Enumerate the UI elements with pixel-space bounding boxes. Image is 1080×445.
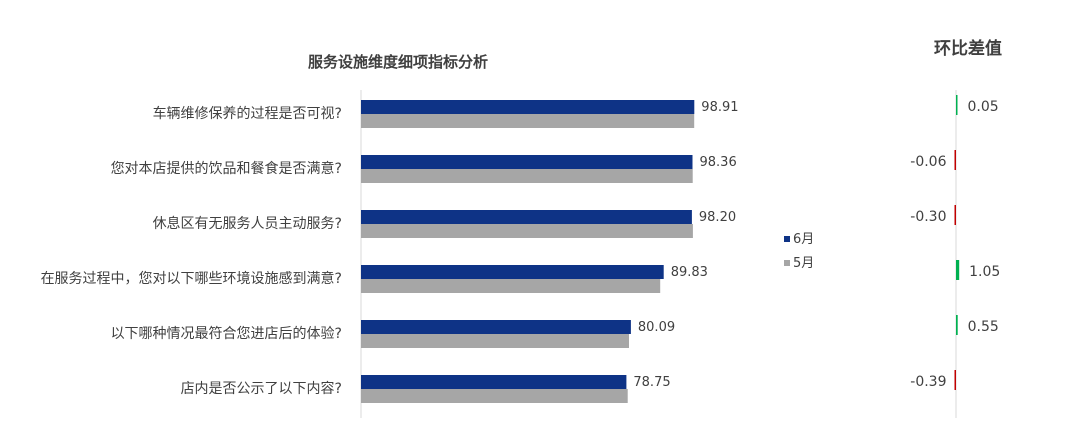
category-labels: 车辆维修保养的过程是否可视? 您对本店提供的饮品和餐食是否满意? 休息区有无服务人员…	[41, 105, 342, 397]
value-label: 98.36	[700, 155, 737, 170]
diff-bar	[954, 370, 956, 390]
diff-label: 0.55	[968, 319, 999, 335]
bar-may	[361, 224, 693, 238]
category-label: 车辆维修保养的过程是否可视?	[153, 105, 342, 122]
category-label: 在服务过程中，您对以下哪些环境设施感到满意?	[41, 270, 342, 287]
value-labels: 98.91 98.36 98.20 89.83 80.09 78.75	[633, 100, 738, 390]
value-label: 98.20	[699, 210, 736, 225]
category-label: 您对本店提供的饮品和餐食是否满意?	[111, 160, 342, 177]
legend-label-may: 5月	[793, 256, 814, 271]
chart-title: 服务设施维度细项指标分析	[308, 53, 488, 71]
value-label: 89.83	[671, 265, 708, 280]
value-label: 98.91	[701, 100, 738, 115]
bar-june	[361, 210, 692, 224]
value-label: 80.09	[638, 320, 675, 335]
diff-bar	[956, 260, 960, 280]
bar-may	[361, 389, 628, 403]
diff-label: 1.05	[969, 264, 1000, 280]
bar-may	[361, 169, 693, 183]
diff-label: 0.05	[968, 99, 999, 115]
category-label: 以下哪种情况最符合您进店后的体验?	[111, 325, 342, 342]
bar-june	[361, 100, 695, 114]
bar-june	[361, 320, 631, 334]
bar-may	[361, 334, 629, 348]
diff-label: -0.30	[910, 209, 946, 225]
bar-june	[361, 265, 664, 279]
bar-june	[361, 375, 627, 389]
diff-bar	[954, 150, 956, 170]
category-label: 店内是否公示了以下内容?	[181, 380, 342, 397]
legend: 6月 5月	[784, 232, 814, 271]
bars	[361, 100, 695, 403]
value-label: 78.75	[633, 375, 670, 390]
bar-may	[361, 279, 661, 293]
legend-swatch-june	[784, 236, 790, 242]
legend-swatch-may	[784, 260, 790, 266]
diff-label: -0.39	[910, 374, 946, 390]
diff-bar	[956, 315, 958, 335]
legend-label-june: 6月	[793, 232, 814, 247]
diff-bar	[954, 205, 956, 225]
diff-panel-title: 环比差值	[934, 38, 1002, 59]
diff-bar	[956, 95, 958, 115]
bar-june	[361, 155, 693, 169]
bar-may	[361, 114, 695, 128]
diff-bars: 0.05 -0.06 -0.30 1.05 0.55 -0.39	[910, 95, 1000, 390]
diff-label: -0.06	[910, 154, 946, 170]
category-label: 休息区有无服务人员主动服务?	[153, 215, 342, 232]
